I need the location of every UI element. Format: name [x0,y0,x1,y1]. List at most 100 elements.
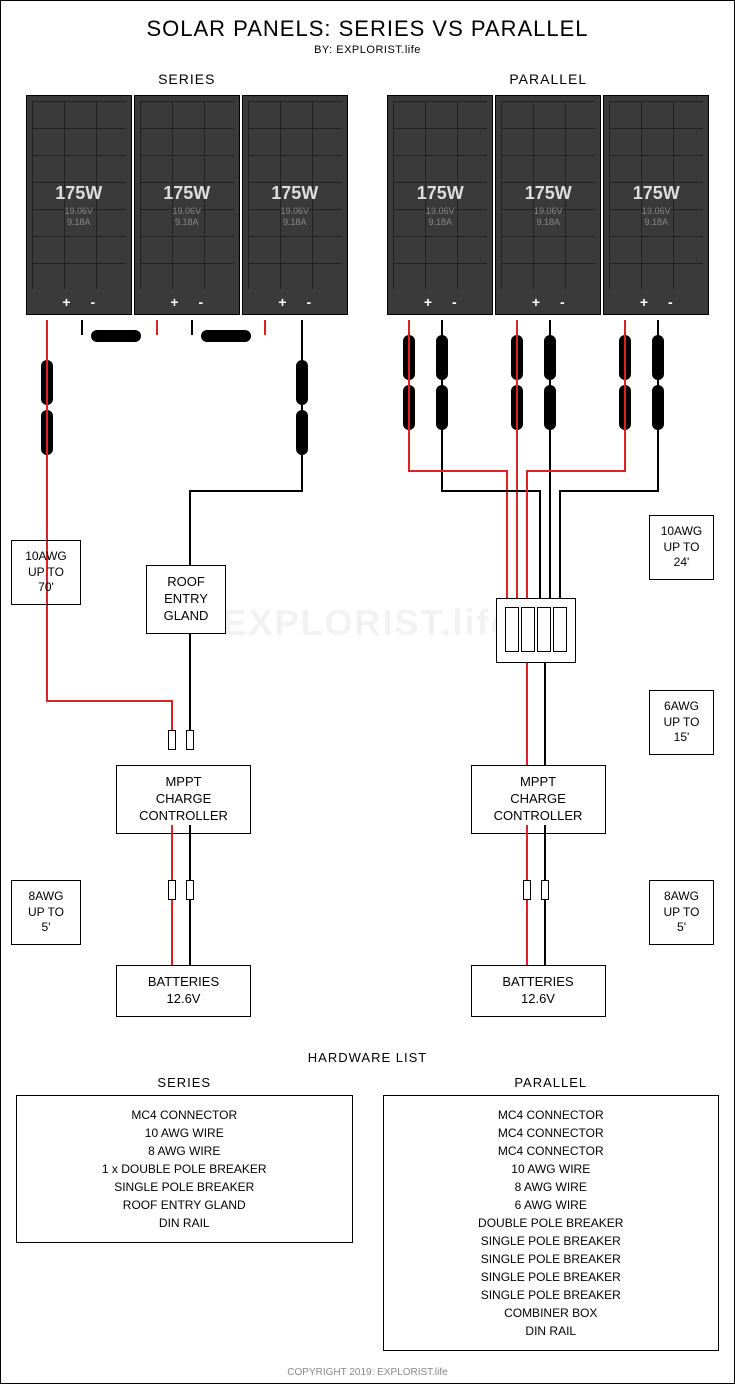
hardware-series-title: SERIES [16,1075,353,1090]
terminal-minus: - [668,294,673,310]
hardware-section: HARDWARE LIST SERIES MC4 CONNECTOR10 AWG… [16,1050,719,1351]
terminal-minus: - [560,294,565,310]
hardware-list-title: HARDWARE LIST [16,1050,719,1065]
panel-terminals: + - [604,294,708,310]
series-panels: 175W 19.06V 9.18A + - 175W 19.06V 9.18A [16,95,358,315]
panel-volts: 19.06V [55,206,102,216]
wire-segment [264,320,266,335]
terminal-plus: + [640,294,648,310]
breaker-icon [186,880,194,900]
solar-panel: 175W 19.06V 9.18A + - [26,95,132,315]
terminal-plus: + [62,294,70,310]
series-label: SERIES [16,71,358,87]
series-diagram-area: 10AWGUP TO70' ROOFENTRYGLAND MPPTCHARGEC… [16,320,358,1040]
panel-watts: 175W [163,183,210,204]
wire-segment [544,663,546,765]
breaker-icon [186,730,194,750]
wire-segment [46,700,173,702]
panel-amps: 9.18A [633,217,680,227]
breaker-icon [541,880,549,900]
wire-gauge-text: 10AWGUP TO70' [25,549,67,594]
hardware-parallel-list: MC4 CONNECTORMC4 CONNECTORMC4 CONNECTOR1… [383,1095,720,1351]
panel-volts: 19.06V [417,206,464,216]
panel-amps: 9.18A [271,217,318,227]
terminal-minus: - [91,294,96,310]
terminal-plus: + [278,294,286,310]
panel-amps: 9.18A [163,217,210,227]
hardware-series-list: MC4 CONNECTOR10 AWG WIRE8 AWG WIRE1 x DO… [16,1095,353,1243]
wire-gauge-text: 10AWGUP TO24' [661,524,703,569]
wire-segment [171,700,173,730]
wire-segment [301,320,303,490]
panel-terminals: + - [135,294,239,310]
panel-amps: 9.18A [55,217,102,227]
panel-volts: 19.06V [633,206,680,216]
solar-panel: 175W 19.06V 9.18A + - [242,95,348,315]
wire-label-10awg: 10AWGUP TO70' [11,540,81,605]
wire-segment [624,320,626,470]
panel-terminals: + - [388,294,492,310]
panel-specs: 175W 19.06V 9.18A [55,183,102,227]
hardware-parallel-col: PARALLEL MC4 CONNECTORMC4 CONNECTORMC4 C… [383,1075,720,1351]
wire-segment [191,320,193,335]
mppt-box: MPPTCHARGECONTROLLER [116,765,251,834]
wire-label-6awg: 6AWGUP TO15' [649,690,714,755]
wire-segment [189,490,303,492]
wire-gauge-text: 8AWGUP TO5' [663,889,699,934]
parallel-panels: 175W 19.06V 9.18A + - 175W 19.06V 9.18A [378,95,720,315]
panel-amps: 9.18A [417,217,464,227]
wire-segment [657,320,659,490]
main-title: SOLAR PANELS: SERIES VS PARALLEL [16,16,719,42]
batteries-box: BATTERIES12.6V [471,965,606,1017]
mc4-connector-icon [201,330,251,342]
wire-segment [156,320,158,335]
panel-watts: 175W [271,183,318,204]
parallel-label: PARALLEL [378,71,720,87]
wire-gauge-text: 6AWGUP TO15' [663,699,699,744]
parallel-diagram-area: 10AWGUP TO24' 6AWGUP TO15' [378,320,720,1040]
component-label: BATTERIES12.6V [148,974,219,1006]
panel-terminals: + - [27,294,131,310]
component-label: MPPTCHARGECONTROLLER [494,774,583,823]
mppt-box: MPPTCHARGECONTROLLER [471,765,606,834]
panel-specs: 175W 19.06V 9.18A [163,183,210,227]
panel-terminals: + - [496,294,600,310]
panel-amps: 9.18A [525,217,572,227]
terminal-minus: - [199,294,204,310]
wire-segment [189,700,191,730]
solar-panel: 175W 19.06V 9.18A + - [495,95,601,315]
diagram-columns: SERIES 175W 19.06V 9.18A + - [16,56,719,1040]
solar-panel: 175W 19.06V 9.18A + - [387,95,493,315]
breaker-icon [523,880,531,900]
breaker-icon [168,730,176,750]
hardware-columns: SERIES MC4 CONNECTOR10 AWG WIRE8 AWG WIR… [16,1075,719,1351]
terminal-plus: + [532,294,540,310]
panel-watts: 175W [55,183,102,204]
wire-segment [46,320,48,700]
wire-label-8awg: 8AWGUP TO5' [11,880,81,945]
panel-specs: 175W 19.06V 9.18A [633,183,680,227]
panel-specs: 175W 19.06V 9.18A [417,183,464,227]
panel-specs: 175W 19.06V 9.18A [525,183,572,227]
wire-segment [441,320,443,490]
terminal-plus: + [170,294,178,310]
wire-segment [559,490,561,598]
solar-panel: 175W 19.06V 9.18A + - [134,95,240,315]
wire-segment [408,320,410,470]
breaker-icon [168,880,176,900]
terminal-minus: - [307,294,312,310]
wire-gauge-text: 8AWGUP TO5' [28,889,64,934]
hardware-parallel-title: PARALLEL [383,1075,720,1090]
component-label: ROOFENTRYGLAND [164,574,209,623]
wire-segment [408,470,508,472]
diagram-container: EXPLORIST.life SOLAR PANELS: SERIES VS P… [0,0,735,1384]
wire-segment [526,663,528,765]
terminal-minus: - [452,294,457,310]
byline-text: BY: EXPLORIST.life [16,44,719,56]
panel-volts: 19.06V [163,206,210,216]
roof-entry-gland-box: ROOFENTRYGLAND [146,565,226,634]
panel-watts: 175W [633,183,680,204]
combiner-box-icon [496,598,576,663]
wire-segment [526,470,626,472]
wire-segment [81,320,83,335]
